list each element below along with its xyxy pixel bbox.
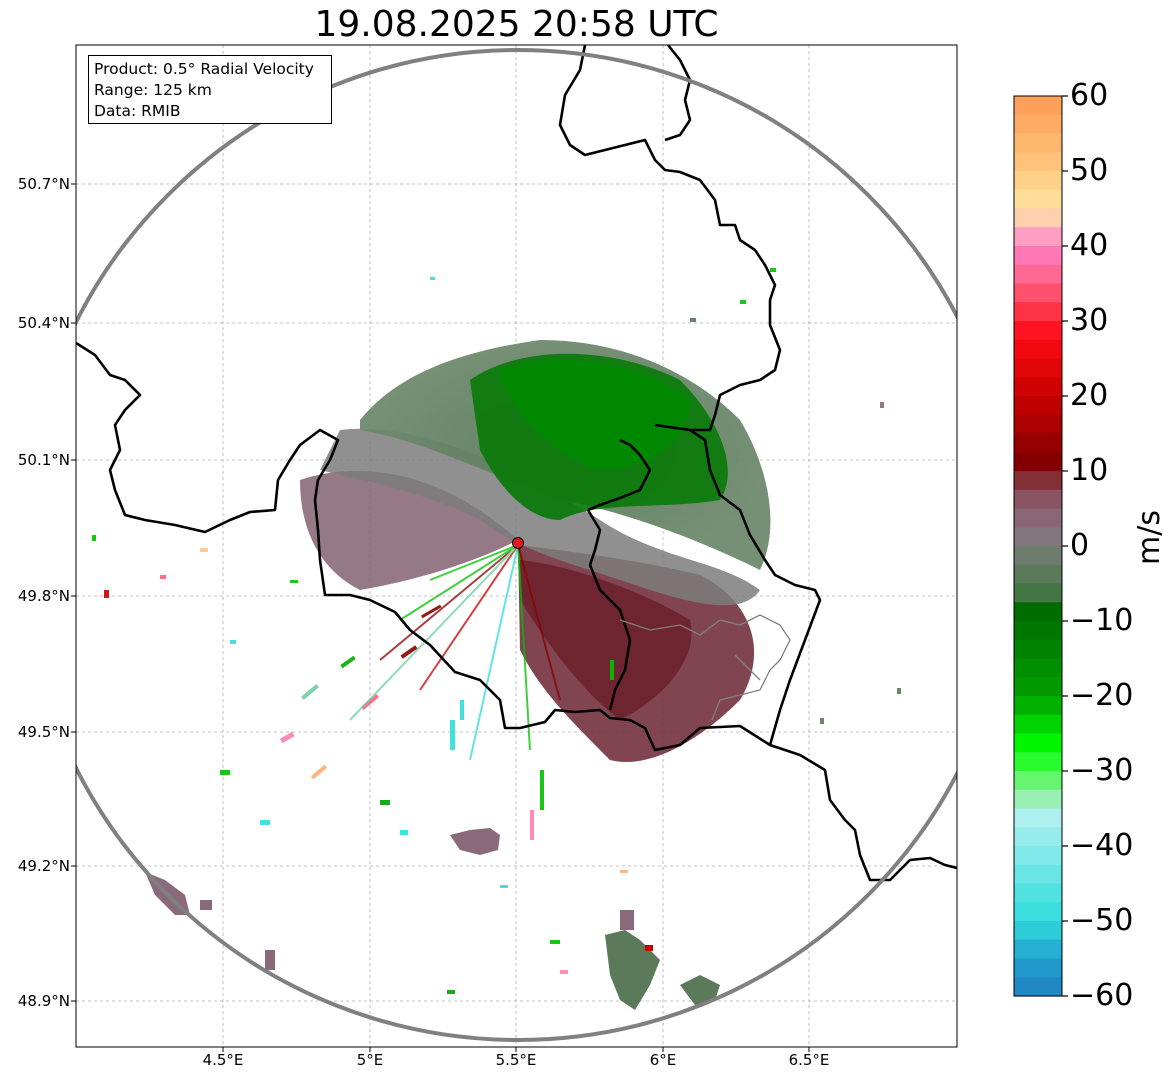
lat-tick-label: 50.1°N xyxy=(17,451,70,469)
info-box: Product: 0.5° Radial Velocity Range: 125… xyxy=(88,55,332,124)
lon-tick-label: 4.5°E xyxy=(202,1051,244,1069)
radar-site-marker xyxy=(512,537,524,549)
range-ring xyxy=(76,48,957,1042)
colorbar-unit-label: m/s xyxy=(1132,510,1167,565)
lon-tick-label: 5°E xyxy=(356,1051,384,1069)
border-belgium-luxembourg xyxy=(586,509,632,711)
colorbar-tick-label: 0 xyxy=(1070,528,1090,563)
lat-tick-label: 50.4°N xyxy=(17,314,70,332)
echo-clutter-blob xyxy=(680,975,720,1005)
echo-clutter-blob xyxy=(450,828,500,855)
lon-tick-label: 5.5°E xyxy=(495,1051,537,1069)
colorbar-tick-label: −60 xyxy=(1070,978,1134,1013)
lon-tick-label: 6.5°E xyxy=(788,1051,830,1069)
lat-tick-label: 49.2°N xyxy=(17,857,70,875)
border-belgium-germany-upper xyxy=(664,45,692,142)
colorbar-tick-label: 20 xyxy=(1070,378,1109,413)
region-borders xyxy=(619,614,791,721)
axis-ticks xyxy=(71,183,810,1052)
country-borders xyxy=(76,45,957,882)
echo-clutter-blob xyxy=(605,930,660,1010)
colorbar-tick-label: 30 xyxy=(1070,303,1109,338)
echo-spokes xyxy=(349,544,561,761)
colorbar-tick-label: 50 xyxy=(1070,153,1109,188)
echo-speckles xyxy=(92,268,901,994)
colorbar-tick-label: −20 xyxy=(1070,678,1134,713)
border-germany-north xyxy=(558,45,782,432)
lat-tick-label: 49.5°N xyxy=(17,723,70,741)
colorbar-tick-label: −10 xyxy=(1070,603,1134,638)
info-product-line: Product: 0.5° Radial Velocity xyxy=(94,60,314,78)
colorbar-tick-label: −30 xyxy=(1070,753,1134,788)
colorbar-tick-label: −40 xyxy=(1070,828,1134,863)
lon-tick-label: 6°E xyxy=(649,1051,677,1069)
lat-tick-label: 48.9°N xyxy=(17,992,70,1010)
lat-tick-label: 49.8°N xyxy=(17,587,70,605)
border-luxembourg-germany xyxy=(654,423,822,746)
colorbar-tick-label: 10 xyxy=(1070,453,1109,488)
colorbar-tick-label: 60 xyxy=(1070,78,1109,113)
colorbar-tick-label: −50 xyxy=(1070,903,1134,938)
echo-zero-band xyxy=(320,428,760,606)
border-belgium-france xyxy=(76,341,957,882)
colorbar-tick-label: 40 xyxy=(1070,228,1109,263)
chart-title: 19.08.2025 20:58 UTC xyxy=(314,4,719,45)
echo-approaching-core xyxy=(500,360,690,470)
gridlines xyxy=(76,45,957,1047)
radar-echoes xyxy=(92,268,901,1010)
info-range-line: Range: 125 km xyxy=(94,81,212,99)
lat-tick-label: 50.7°N xyxy=(17,175,70,193)
border-luxembourg-west xyxy=(587,438,652,512)
echo-receding-inner xyxy=(520,560,692,720)
info-data-line: Data: RMIB xyxy=(94,102,181,120)
